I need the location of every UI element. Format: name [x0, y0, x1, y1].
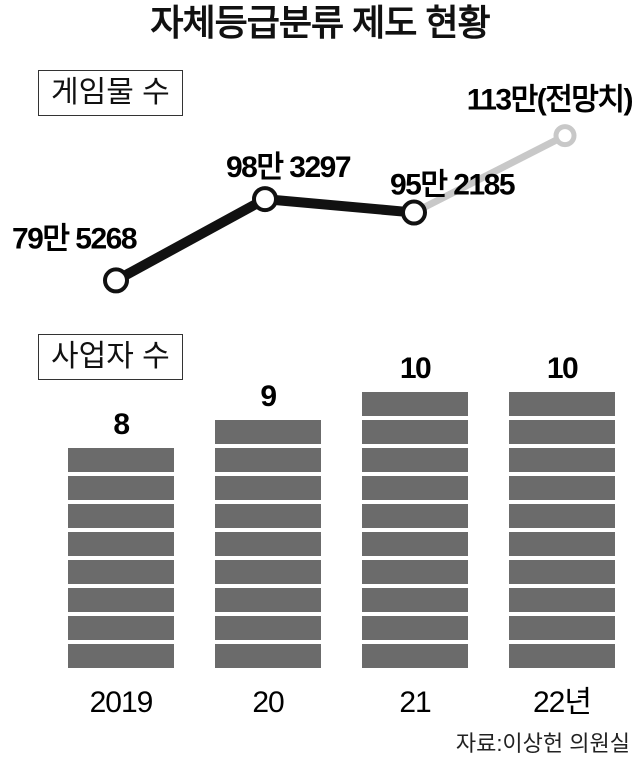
bar-unit: [509, 504, 615, 528]
bar-unit: [362, 504, 468, 528]
x-tick-label: 21: [399, 686, 431, 719]
line-point: [401, 199, 427, 226]
line-segment: [113, 194, 268, 285]
bar-data-label: 10: [400, 352, 431, 385]
bar-unit: [509, 588, 615, 612]
bar-unit: [215, 532, 321, 556]
bar-unit: [68, 532, 174, 556]
bar-unit: [215, 420, 321, 444]
line-section-label: 게임물 수: [38, 70, 183, 116]
bar-unit: [215, 504, 321, 528]
bar-unit: [509, 420, 615, 444]
bar-unit: [215, 644, 321, 668]
line-segment: [412, 132, 567, 216]
bar-unit: [215, 560, 321, 584]
bar-unit: [362, 560, 468, 584]
bar-unit: [362, 476, 468, 500]
bar-unit: [509, 644, 615, 668]
chart-title: 자체등급분류 제도 현황: [150, 2, 490, 43]
line-data-label: 79만 5268: [12, 222, 137, 255]
bar-unit: [362, 588, 468, 612]
line-point: [103, 267, 129, 294]
bar-unit: [68, 448, 174, 472]
bar-unit: [362, 532, 468, 556]
bar-unit: [215, 616, 321, 640]
bar-unit: [215, 588, 321, 612]
bar-data-label: 10: [547, 352, 578, 385]
bar-unit: [509, 392, 615, 416]
x-tick-label: 2019: [90, 686, 153, 719]
bar-unit: [215, 448, 321, 472]
line-data-label: 95만 2185: [390, 169, 515, 202]
bar-unit: [68, 588, 174, 612]
line-data-label: 113만(전망치): [467, 84, 633, 117]
bar-unit: [362, 644, 468, 668]
line-point: [553, 124, 577, 148]
line-data-label: 98만 3297: [226, 151, 351, 184]
source-note: 자료:이상헌 의원실: [455, 731, 630, 756]
x-tick-label: 22년: [533, 686, 591, 719]
bar-unit: [509, 532, 615, 556]
bar-unit: [509, 560, 615, 584]
bar-unit: [509, 476, 615, 500]
bar-unit: [362, 392, 468, 416]
bar-unit: [68, 560, 174, 584]
bar-data-label: 8: [113, 408, 129, 441]
bar-unit: [362, 420, 468, 444]
line-point: [252, 186, 278, 213]
x-tick-label: 20: [252, 686, 284, 719]
bar-section-label: 사업자 수: [38, 334, 183, 380]
bar-unit: [68, 616, 174, 640]
bar-unit: [362, 616, 468, 640]
bar-unit: [362, 448, 468, 472]
bar-data-label: 9: [260, 380, 276, 413]
bar-unit: [215, 476, 321, 500]
bar-unit: [68, 644, 174, 668]
bar-unit: [509, 448, 615, 472]
bar-unit: [68, 504, 174, 528]
bar-unit: [509, 616, 615, 640]
bar-unit: [68, 476, 174, 500]
line-segment: [264, 194, 415, 218]
